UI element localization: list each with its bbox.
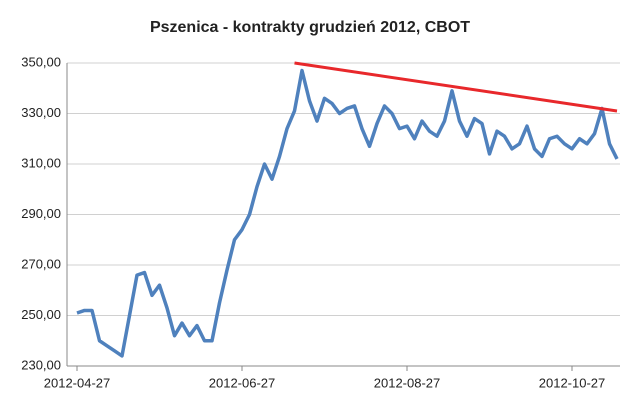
x-tick-label: 2012-10-27 <box>539 375 606 390</box>
y-tick-label: 290,00 <box>21 206 61 221</box>
chart-title: Pszenica - kontrakty grudzień 2012, CBOT <box>150 19 470 36</box>
data-line <box>76 68 619 358</box>
y-tick-label: 270,00 <box>21 256 61 271</box>
y-tick-label: 230,00 <box>21 357 61 372</box>
trend-line <box>294 61 618 113</box>
y-tick-label: 250,00 <box>21 307 61 322</box>
x-tick-label: 2012-08-27 <box>374 375 441 390</box>
y-tick-label: 350,00 <box>21 54 61 69</box>
x-tick-label: 2012-06-27 <box>209 375 276 390</box>
y-tick-label: 310,00 <box>21 155 61 170</box>
x-tick-label: 2012-04-27 <box>44 375 111 390</box>
y-tick-label: 330,00 <box>21 105 61 120</box>
